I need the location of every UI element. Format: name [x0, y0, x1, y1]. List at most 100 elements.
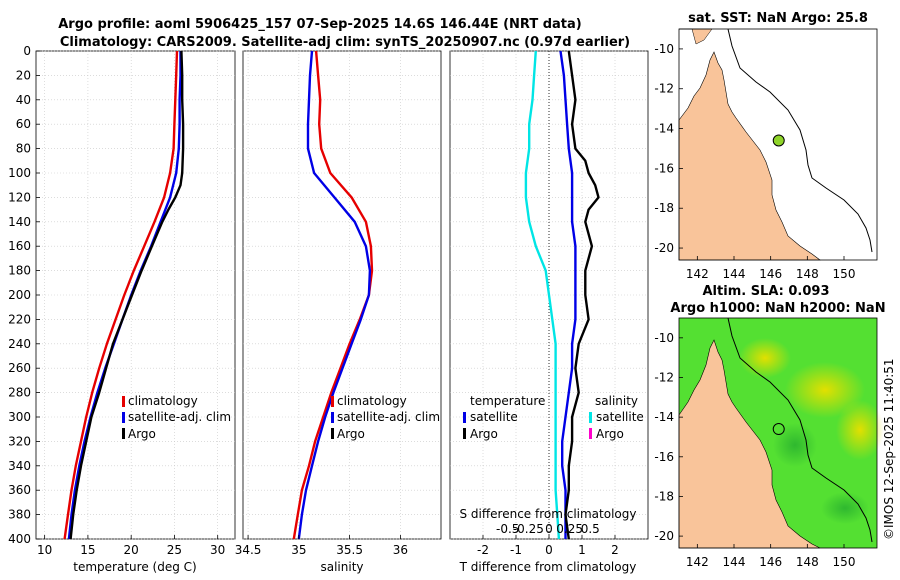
sla-map-float-marker	[772, 423, 785, 436]
lon-tick-label: 150	[833, 267, 856, 281]
lat-tick-label: -12	[654, 82, 674, 96]
temperature-panel: 10 15 20 25 30 0 20 40 60 80 100 120 140 160 180 200 22…	[8, 44, 236, 574]
lon-tick-label: 142	[686, 267, 709, 281]
temperature-legend: climatology satellite-adj. clim Argo	[122, 394, 231, 441]
salinity-xlabel: salinity	[320, 560, 363, 574]
legend-swatch-t-argo	[463, 428, 466, 439]
sla-map: Altim. SLA: 0.093 Argo h1000: NaN h2000:…	[654, 284, 885, 569]
legend-title-salinity: salinity	[595, 394, 638, 408]
legend-swatch-satellite	[331, 412, 334, 423]
y-tick-label: 300	[8, 410, 31, 424]
sla-map-high-anomaly	[785, 362, 865, 418]
legend-title-temperature: temperature	[470, 394, 545, 408]
lat-tick-label: -20	[654, 241, 674, 255]
legend-label-satellite: satellite-adj. clim	[337, 410, 440, 424]
sla-map-low-anomaly	[773, 423, 817, 467]
sla-map-land	[678, 339, 821, 549]
y-tick-label: 380	[8, 508, 31, 522]
x2-tick-label: 0	[545, 522, 553, 536]
series-line-t-satellite-adj	[559, 50, 577, 539]
y-tick-label: 100	[8, 166, 31, 180]
temperature-xlabel: temperature (deg C)	[73, 560, 196, 574]
legend-label-climatology: climatology	[337, 394, 407, 408]
sla-map-title-line2: Argo h1000: NaN h2000: NaN	[670, 301, 885, 316]
temperature-lines	[63, 50, 185, 540]
y-tick-label: 40	[16, 93, 31, 107]
sla-map-lon-ticks: 142 144 146 148 150	[686, 544, 856, 569]
sst-map-title: sat. SST: NaN Argo: 25.8	[688, 11, 868, 26]
y-tick-label: 260	[8, 361, 31, 375]
lat-tick-label: -18	[654, 201, 674, 215]
salinity-panel: 34.5 35 35.5 36 salinity climatology satell…	[235, 50, 442, 574]
legend-swatch-s-satellite	[589, 412, 592, 423]
x2-tick-label: -0.25	[513, 522, 544, 536]
legend-swatch-satellite	[122, 412, 125, 423]
difference-lines	[524, 50, 600, 540]
sla-map-frame	[678, 317, 878, 549]
depth-y-ticks: 0 20 40 60 80 100 120 140 160 180 200 220 240 260 280 3…	[8, 44, 40, 546]
x-tick-label: 20	[124, 543, 139, 557]
sla-map-lat-ticks: -10 -12 -14 -16 -18 -20	[654, 331, 683, 543]
x-tick-label: 36	[393, 543, 408, 557]
y-tick-label: 360	[8, 483, 31, 497]
y-tick-label: 400	[8, 532, 31, 546]
imos-timestamp-watermark: ©IMOS 12-Sep-2025 11:40:51	[882, 358, 896, 540]
legend-swatch-climatology	[331, 396, 334, 407]
y-tick-label: 340	[8, 459, 31, 473]
x-tick-label: 30	[210, 543, 225, 557]
lat-tick-label: -16	[654, 161, 674, 175]
legend-label-s-satellite: satellite	[596, 410, 644, 424]
lon-tick-label: 144	[723, 555, 746, 569]
legend-label-s-argo: Argo	[596, 427, 624, 441]
sla-map-title-line1: Altim. SLA: 0.093	[703, 284, 830, 299]
sla-map-high-anomaly	[739, 338, 791, 378]
legend-label-argo: Argo	[337, 427, 365, 441]
lat-tick-label: -12	[654, 370, 674, 384]
t-difference-xlabel: T difference from climatology	[459, 560, 637, 574]
title-line1: Argo profile: aoml 5906425_157 07-Sep-20…	[58, 17, 582, 32]
lon-tick-label: 144	[723, 267, 746, 281]
y-tick-label: 140	[8, 215, 31, 229]
sst-map-float-marker	[772, 134, 785, 147]
x-tick-label: 34.5	[235, 543, 262, 557]
x-tick-label: 0	[545, 543, 553, 557]
series-line-satellite-adj-clim	[297, 50, 372, 540]
y-tick-label: 320	[8, 434, 31, 448]
legend-swatch-s-argo	[589, 428, 592, 439]
lat-tick-label: -10	[654, 331, 674, 345]
y-tick-label: 240	[8, 337, 31, 351]
lon-tick-label: 142	[686, 555, 709, 569]
x-tick-label: 2	[611, 543, 619, 557]
y-tick-label: 20	[16, 68, 31, 82]
difference-legend: temperature satellite Argo salinity sate…	[463, 394, 644, 441]
salinity-grid	[243, 50, 441, 540]
x2-tick-label: -0.5	[496, 522, 519, 536]
lon-tick-label: 146	[759, 555, 782, 569]
legend-swatch-t-satellite	[463, 412, 466, 423]
y-tick-label: 60	[16, 117, 31, 131]
sla-map-high-anomaly	[836, 400, 884, 460]
salinity-x-ticks: 34.5 35 35.5 36	[235, 535, 408, 557]
t-difference-x-ticks: -2 -1 0 1 2	[477, 535, 619, 557]
s-difference-x-ticks: -0.5-0.25 0 0.250.5	[496, 522, 600, 536]
x2-tick-label: 0.25	[556, 522, 583, 536]
y-tick-label: 200	[8, 288, 31, 302]
lat-tick-label: -14	[654, 122, 674, 136]
legend-label-t-argo: Argo	[470, 427, 498, 441]
legend-label-satellite: satellite-adj. clim	[128, 410, 231, 424]
temperature-x-ticks: 10 15 20 25 30	[37, 535, 225, 557]
sla-map-low-anomaly	[821, 492, 869, 524]
legend-label-climatology: climatology	[128, 394, 198, 408]
x-tick-label: 35	[291, 543, 306, 557]
series-line-t-argo	[564, 50, 600, 540]
lon-tick-label: 150	[833, 555, 856, 569]
salinity-legend: climatology satellite-adj. clim Argo	[331, 394, 440, 441]
x-tick-label: -1	[510, 543, 522, 557]
x-tick-label: -2	[477, 543, 489, 557]
x-tick-label: 1	[578, 543, 586, 557]
lon-tick-label: 148	[796, 267, 819, 281]
salinity-lines	[292, 50, 374, 540]
series-line-t-satellite	[524, 50, 561, 540]
y-tick-label: 160	[8, 239, 31, 253]
y-tick-label: 80	[16, 142, 31, 156]
